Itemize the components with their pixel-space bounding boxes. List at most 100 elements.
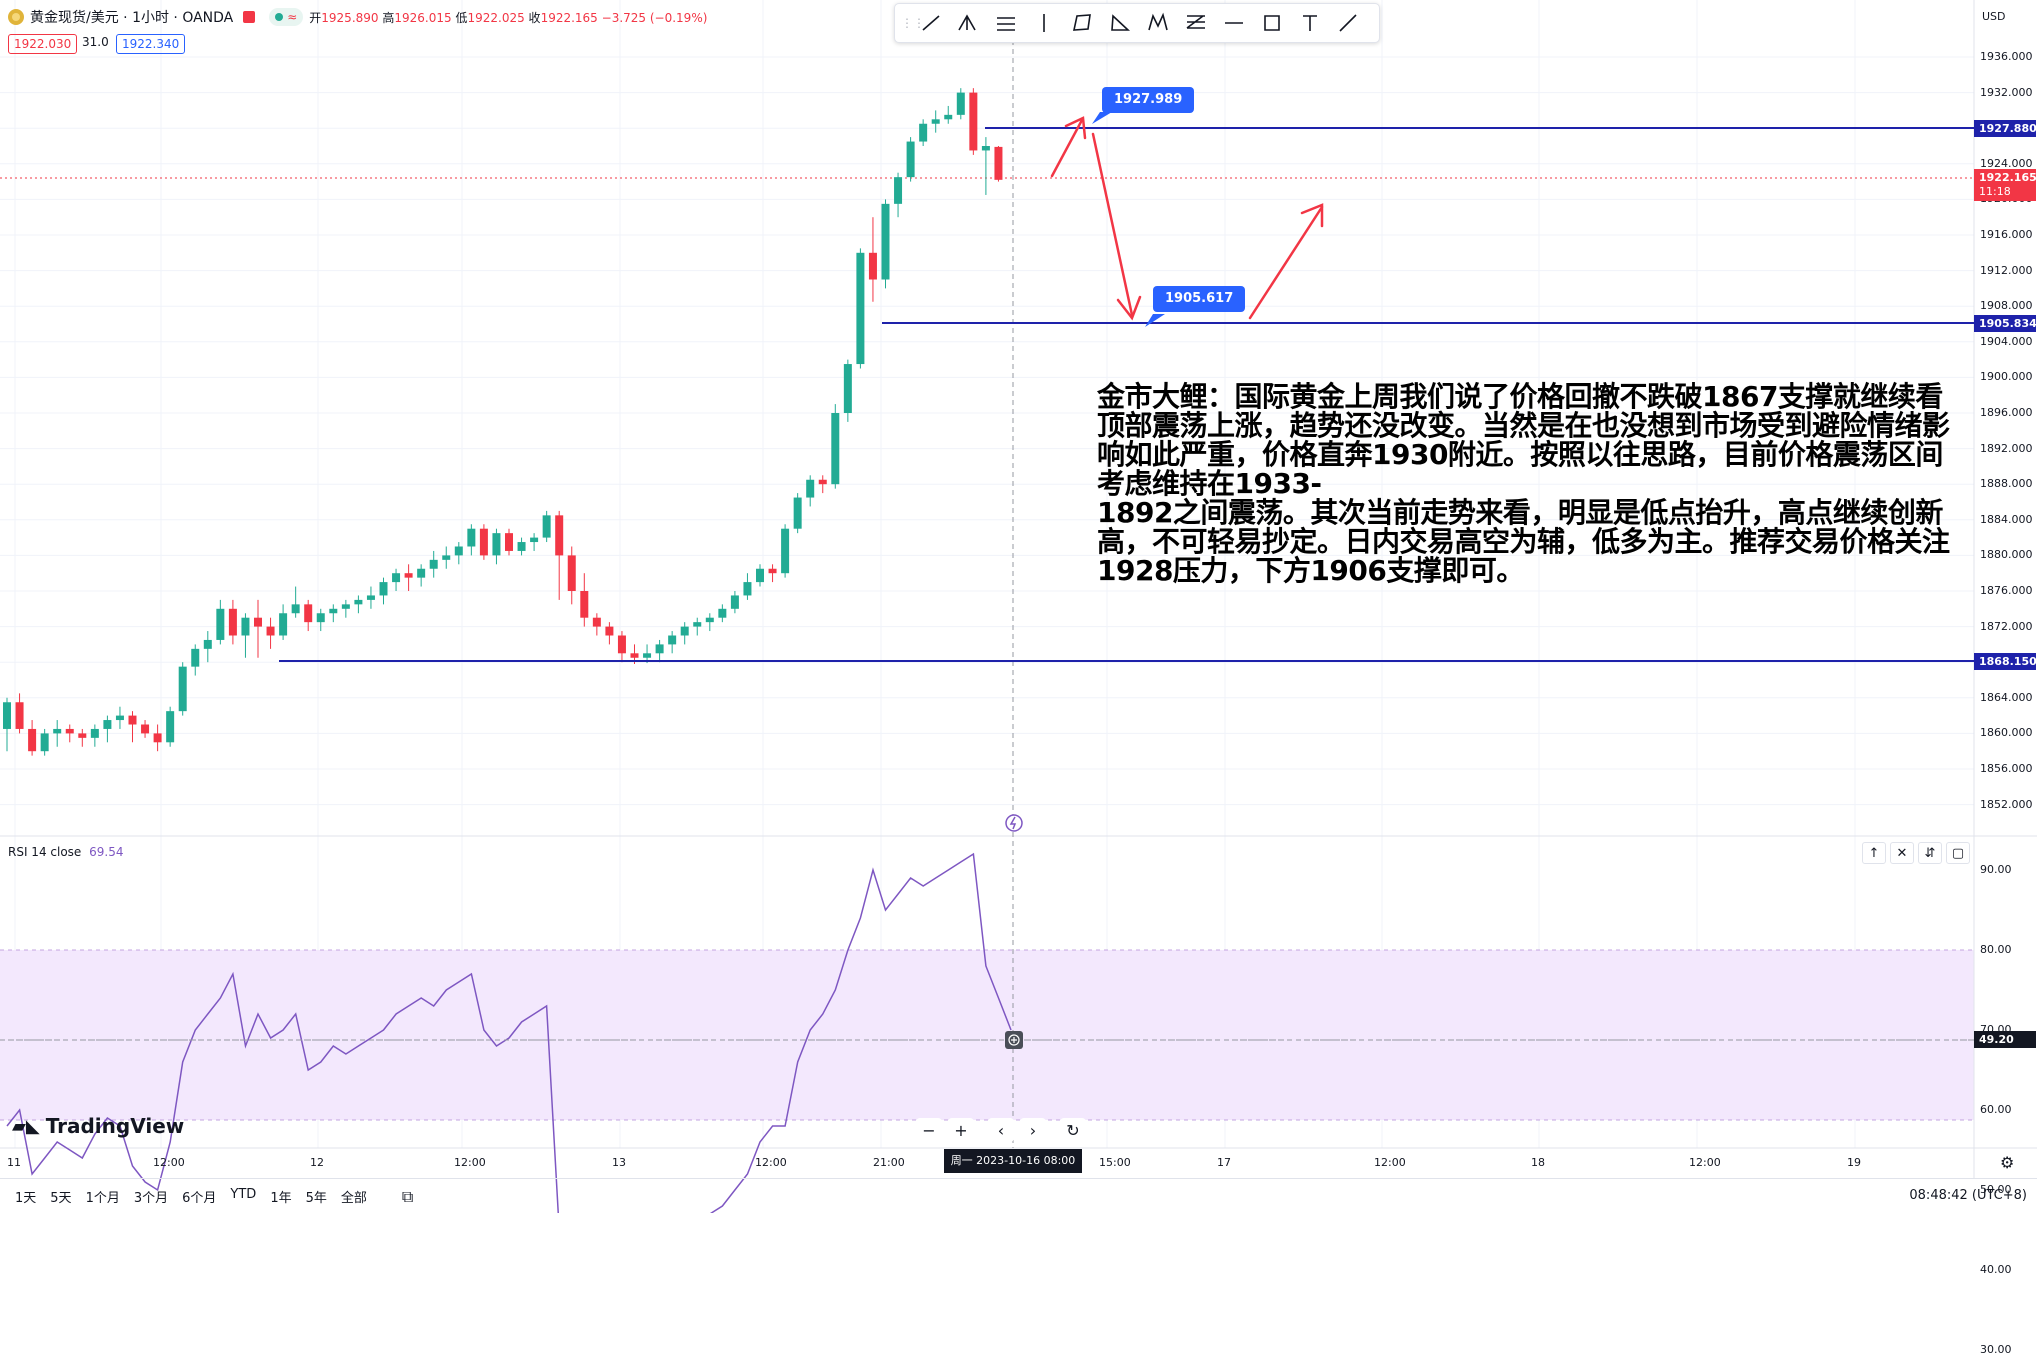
chart-canvas[interactable] [0, 0, 2037, 1213]
tradingview-logo[interactable]: ▰◣ TradingView [12, 1114, 184, 1138]
candle [768, 564, 777, 583]
lightning-event-icon[interactable] [1005, 814, 1023, 832]
rsi-band [0, 950, 1974, 1120]
rsi-legend[interactable]: RSI 14 close 69.54 [8, 845, 124, 859]
rsi-tick: 50.00 [1980, 1183, 2012, 1196]
price-tick: 1912.000 [1980, 263, 2033, 277]
candle [329, 604, 338, 623]
price-tick: 1856.000 [1980, 762, 2033, 775]
candle [304, 599, 313, 632]
ohlc-label: 收 [528, 10, 541, 25]
parallel-channel-icon[interactable] [987, 7, 1025, 39]
range-button[interactable]: YTD [230, 1187, 257, 1202]
time-tick: 15:00 [1099, 1156, 1131, 1169]
price-tick: 1852.000 [1980, 797, 2033, 811]
scroll-right-button[interactable]: › [1020, 1118, 1046, 1142]
callout-lower-pointer [1145, 314, 1165, 327]
range-button[interactable]: 6个月 [182, 1191, 217, 1206]
candle [605, 622, 614, 645]
range-button[interactable]: 5天 [50, 1191, 72, 1206]
currency-label[interactable]: USD [1982, 10, 2006, 23]
range-button[interactable]: 1年 [270, 1191, 292, 1206]
gold-icon [8, 9, 24, 25]
candle [279, 604, 288, 640]
bottom-toolbar: 1天 5天 1个月 3个月 6个月 YTD 1年 5年 全部 ⧉ [0, 1178, 2037, 1214]
ohlc-value: 1926.015 [394, 10, 456, 25]
candle [868, 217, 877, 302]
candle [366, 586, 375, 609]
zoom-in-button[interactable]: + [948, 1118, 974, 1142]
callout-upper[interactable]: 1927.989 [1102, 87, 1195, 113]
collapse-pane-icon[interactable]: ⇵ [1918, 842, 1942, 864]
callout-lower[interactable]: 1905.617 [1153, 286, 1246, 312]
time-tick: 12:00 [153, 1156, 185, 1169]
move-pane-up-icon[interactable]: ↑ [1862, 842, 1886, 864]
support-low-price-label: 1868.150 [1974, 653, 2037, 670]
candle [956, 88, 965, 120]
settings-icon[interactable]: ⚙ [2000, 1153, 2015, 1172]
time-tick: 21:00 [873, 1156, 905, 1169]
pattern-icon[interactable] [1139, 7, 1177, 39]
spread: 31.0 [82, 35, 109, 49]
candle [919, 119, 928, 146]
candle [756, 564, 764, 587]
polygon-icon[interactable] [1063, 7, 1101, 39]
range-button[interactable]: 1天 [15, 1191, 37, 1206]
candle [906, 137, 915, 182]
candle [981, 137, 990, 195]
range-button[interactable]: 5年 [305, 1191, 327, 1206]
vertical-line-icon[interactable] [1025, 7, 1063, 39]
time-tick: 12:00 [1689, 1156, 1721, 1169]
range-button[interactable]: 全部 [340, 1191, 367, 1206]
date-range-icon[interactable]: ⧉ [401, 1186, 414, 1206]
price-tick: 1932.000 [1980, 85, 2033, 99]
clock[interactable]: 08:48:42 (UTC+8) [1909, 1188, 2027, 1203]
pitchfork-icon[interactable] [949, 7, 987, 39]
text-icon[interactable] [1291, 7, 1329, 39]
time-tick: 12:00 [1374, 1156, 1406, 1169]
candle [78, 728, 87, 747]
bell-icon[interactable] [243, 11, 256, 23]
rectangle-icon[interactable] [1253, 7, 1291, 39]
candle [806, 475, 815, 507]
candle [994, 146, 1003, 182]
candle [429, 550, 438, 578]
sell-price[interactable]: 1922.030 [8, 34, 78, 54]
support-mid-price-label: 1905.834 [1974, 315, 2037, 332]
zoom-out-button[interactable]: − [916, 1118, 942, 1142]
analysis-text[interactable]: 金市大鲤：国际黄金上周我们说了价格回撤不跌破1867支撑就继续看顶部震荡上涨，趋… [1097, 380, 1950, 587]
symbol-title[interactable]: 黄金现货/美元 · 1小时 · OANDA [30, 10, 234, 26]
candle [392, 568, 401, 591]
rsi-value: 69.54 [89, 845, 124, 859]
candle [442, 546, 451, 569]
arrow-head-up-1 [1064, 116, 1087, 140]
price-tick: 1924.000 [1980, 156, 2033, 170]
candle [354, 595, 363, 614]
arrow-up-1[interactable] [1050, 118, 1084, 178]
reset-chart-icon[interactable]: ↻ [1060, 1118, 1086, 1142]
candle [228, 599, 237, 645]
buy-price[interactable]: 1922.340 [116, 34, 186, 54]
drag-handle-icon[interactable]: ⋮⋮ [901, 16, 925, 30]
arrow-up-2[interactable] [1248, 205, 1324, 320]
price-tick: 1916.000 [1980, 228, 2033, 241]
horizontal-line-icon[interactable] [1215, 7, 1253, 39]
range-button[interactable]: 1个月 [85, 1191, 120, 1206]
trend-line-icon[interactable] [911, 7, 949, 39]
candle [266, 617, 275, 649]
close-pane-icon[interactable]: ✕ [1890, 842, 1914, 864]
candle [643, 644, 652, 664]
market-status-icon[interactable]: ≈ [269, 8, 304, 26]
triangle-icon[interactable] [1101, 7, 1139, 39]
candle [517, 537, 526, 556]
range-button[interactable]: 3个月 [133, 1191, 169, 1206]
scroll-left-button[interactable]: ‹ [988, 1118, 1014, 1142]
fib-icon[interactable] [1177, 7, 1215, 39]
maximize-pane-icon[interactable]: ▢ [1946, 842, 1970, 864]
candle [530, 533, 539, 551]
rsi-tick: 30.00 [1980, 1343, 2012, 1356]
candle [178, 662, 187, 716]
ray-icon[interactable] [1329, 7, 1367, 39]
arrow-down[interactable] [1091, 132, 1134, 317]
candle [705, 613, 714, 632]
